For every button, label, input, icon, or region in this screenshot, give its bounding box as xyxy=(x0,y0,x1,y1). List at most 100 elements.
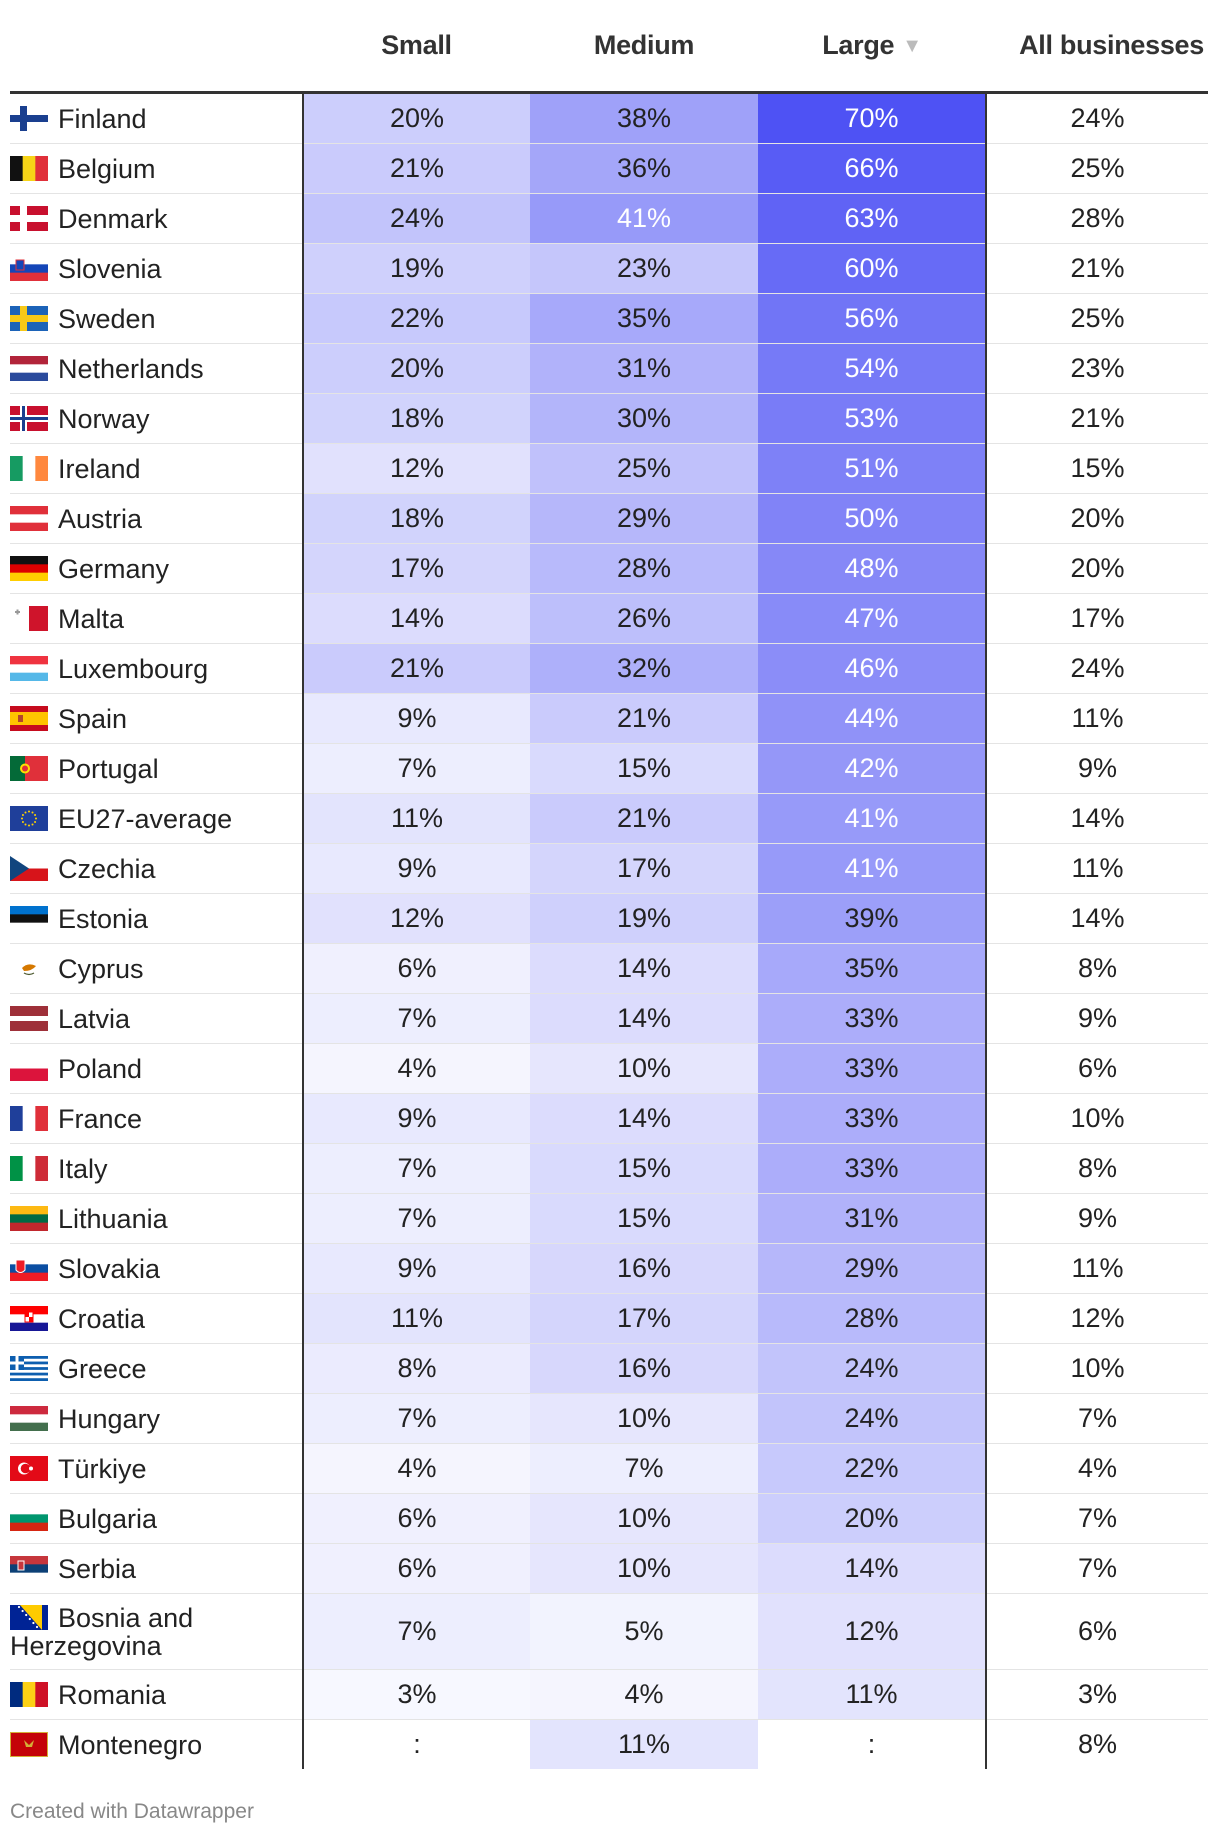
column-header-small[interactable]: Small xyxy=(303,0,530,94)
all-value-cell: 20% xyxy=(986,493,1208,544)
small-value-cell: 12% xyxy=(303,893,530,944)
table-row: Türkiye 4% 7% 22% 4% xyxy=(10,1443,1208,1494)
column-header-name[interactable] xyxy=(10,0,303,94)
all-value-cell: 24% xyxy=(986,92,1208,144)
medium-value-cell: 36% xyxy=(530,143,758,194)
medium-value-cell: 23% xyxy=(530,243,758,294)
column-header-small-label: Small xyxy=(381,30,452,60)
country-label: Slovakia xyxy=(58,1253,161,1284)
small-value-cell: 18% xyxy=(303,493,530,544)
country-label: Hungary xyxy=(58,1403,161,1434)
column-header-medium[interactable]: Medium xyxy=(530,0,758,94)
small-value-cell: 6% xyxy=(303,943,530,994)
large-value-cell: 44% xyxy=(758,693,987,744)
medium-value-cell: 28% xyxy=(530,543,758,594)
country-label: Montenegro xyxy=(58,1729,203,1760)
table-row: Latvia 7% 14% 33% 9% xyxy=(10,993,1208,1044)
country-cell: Italy xyxy=(10,1143,304,1194)
croatia-flag-icon xyxy=(10,1305,48,1331)
country-label: Serbia xyxy=(58,1553,137,1584)
medium-value-cell: 16% xyxy=(530,1343,758,1394)
all-value-cell: 25% xyxy=(986,143,1208,194)
country-label: Malta xyxy=(58,603,125,634)
latvia-flag-icon xyxy=(10,1005,48,1031)
small-value-cell: 11% xyxy=(303,1293,530,1344)
small-value-cell: : xyxy=(413,1729,421,1759)
medium-value-cell: 17% xyxy=(530,1293,758,1344)
large-value-cell: 51% xyxy=(758,443,987,494)
all-value-cell: 7% xyxy=(986,1493,1208,1544)
country-label: Finland xyxy=(58,103,147,134)
medium-value-cell: 10% xyxy=(530,1393,758,1444)
medium-value-cell: 29% xyxy=(530,493,758,544)
large-value-cell: 70% xyxy=(758,92,987,144)
large-value-cell: 24% xyxy=(758,1393,987,1444)
datawrapper-credit[interactable]: Created with Datawrapper xyxy=(10,1800,254,1823)
small-value-cell: 7% xyxy=(303,1193,530,1244)
country-cell: Slovakia xyxy=(10,1243,304,1294)
hungary-flag-icon xyxy=(10,1405,48,1431)
column-header-large[interactable]: Large ▼ xyxy=(758,0,986,94)
medium-value-cell: 14% xyxy=(530,1093,758,1144)
table-row: EU27-average 11% 21% 41% 14% xyxy=(10,793,1208,844)
table-row: Denmark 24% 41% 63% 28% xyxy=(10,193,1208,244)
large-value-cell: 29% xyxy=(758,1243,987,1294)
all-value-cell: 15% xyxy=(986,443,1208,494)
sweden-flag-icon xyxy=(10,305,48,331)
country-cell: Ireland xyxy=(10,443,304,494)
small-value-cell: 7% xyxy=(303,1593,530,1670)
all-value-cell: 9% xyxy=(986,743,1208,794)
large-value-cell: 41% xyxy=(758,843,987,894)
column-header-all-businesses[interactable]: All businesses xyxy=(986,0,1208,94)
data-table-container: Small Medium Large ▼ All businesses Finla… xyxy=(10,0,1208,1769)
country-cell: Slovenia xyxy=(10,243,304,294)
portugal-flag-icon xyxy=(10,755,48,781)
large-value-cell: 33% xyxy=(758,1043,987,1094)
country-cell: EU27-average xyxy=(10,793,304,844)
small-value-cell: 4% xyxy=(303,1043,530,1094)
large-value-cell: 24% xyxy=(758,1343,987,1394)
all-value-cell: 4% xyxy=(986,1443,1208,1494)
large-value-cell: 39% xyxy=(758,893,987,944)
small-value-cell: 6% xyxy=(303,1543,530,1594)
country-label: Austria xyxy=(58,503,143,534)
all-value-cell: 11% xyxy=(986,843,1208,894)
all-value-cell: 7% xyxy=(986,1393,1208,1444)
table-row: Greece 8% 16% 24% 10% xyxy=(10,1343,1208,1394)
country-label: Bulgaria xyxy=(58,1503,158,1534)
all-value-cell: 9% xyxy=(986,1193,1208,1244)
country-label: Germany xyxy=(58,553,170,584)
medium-value-cell: 21% xyxy=(530,793,758,844)
country-cell: Bosnia and Herzegovina xyxy=(10,1593,304,1670)
country-cell: Croatia xyxy=(10,1293,304,1344)
all-value-cell: 28% xyxy=(986,193,1208,244)
table-row: Netherlands 20% 31% 54% 23% xyxy=(10,343,1208,394)
column-header-large-label: Large xyxy=(822,30,895,60)
medium-value-cell: 30% xyxy=(530,393,758,444)
table-row: Estonia 12% 19% 39% 14% xyxy=(10,893,1208,944)
column-header-all-businesses-label: All businesses xyxy=(1019,30,1204,60)
country-label: Belgium xyxy=(58,153,156,184)
large-value-cell: 47% xyxy=(758,593,987,644)
small-value-cell: 8% xyxy=(303,1343,530,1394)
all-value-cell: 6% xyxy=(986,1593,1208,1670)
small-value-cell: 20% xyxy=(303,92,530,144)
finland-flag-icon xyxy=(10,105,48,131)
medium-value-cell: 17% xyxy=(530,843,758,894)
spain-flag-icon xyxy=(10,705,48,731)
country-cell: Netherlands xyxy=(10,343,304,394)
country-cell: Czechia xyxy=(10,843,304,894)
sort-descending-icon[interactable]: ▼ xyxy=(902,35,922,57)
large-value-cell: 35% xyxy=(758,943,987,994)
large-value-cell: 11% xyxy=(758,1669,987,1720)
medium-value-cell: 11% xyxy=(530,1719,758,1769)
large-value-cell: 33% xyxy=(758,1093,987,1144)
country-label: EU27-average xyxy=(58,803,233,834)
table-row: Montenegro:11%:8% xyxy=(10,1719,1208,1769)
table-row: Italy 7% 15% 33% 8% xyxy=(10,1143,1208,1194)
all-value-cell: 14% xyxy=(986,893,1208,944)
medium-value-cell: 5% xyxy=(530,1593,758,1670)
table-row: Austria 18% 29% 50% 20% xyxy=(10,493,1208,544)
country-cell: Romania xyxy=(10,1669,304,1720)
medium-value-cell: 7% xyxy=(530,1443,758,1494)
